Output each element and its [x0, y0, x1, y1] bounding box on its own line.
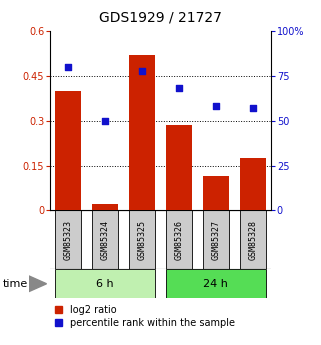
Bar: [92, 210, 118, 269]
Bar: [55, 269, 155, 298]
Polygon shape: [29, 276, 47, 292]
Point: [250, 106, 256, 111]
Point: [140, 68, 145, 73]
Text: 24 h: 24 h: [204, 279, 228, 289]
Bar: [166, 125, 192, 210]
Text: GSM85328: GSM85328: [248, 220, 257, 260]
Point: [213, 104, 218, 109]
Point: [102, 118, 108, 124]
Point: [177, 86, 182, 91]
Text: GSM85323: GSM85323: [64, 220, 73, 260]
Bar: [55, 91, 81, 210]
Bar: [240, 210, 266, 269]
Text: 6 h: 6 h: [96, 279, 114, 289]
Bar: [129, 210, 155, 269]
Text: GSM85327: GSM85327: [211, 220, 221, 260]
Legend: log2 ratio, percentile rank within the sample: log2 ratio, percentile rank within the s…: [55, 305, 235, 328]
Text: time: time: [3, 279, 29, 289]
Text: GSM85324: GSM85324: [100, 220, 110, 260]
Bar: [166, 210, 192, 269]
Text: GSM85326: GSM85326: [174, 220, 184, 260]
Bar: [203, 176, 229, 210]
Bar: [240, 158, 266, 210]
Bar: [55, 210, 81, 269]
Bar: [129, 55, 155, 210]
Text: GDS1929 / 21727: GDS1929 / 21727: [99, 10, 222, 24]
Point: [66, 64, 71, 70]
Bar: [92, 205, 118, 210]
Bar: [203, 210, 229, 269]
Bar: [166, 269, 266, 298]
Text: GSM85325: GSM85325: [137, 220, 147, 260]
